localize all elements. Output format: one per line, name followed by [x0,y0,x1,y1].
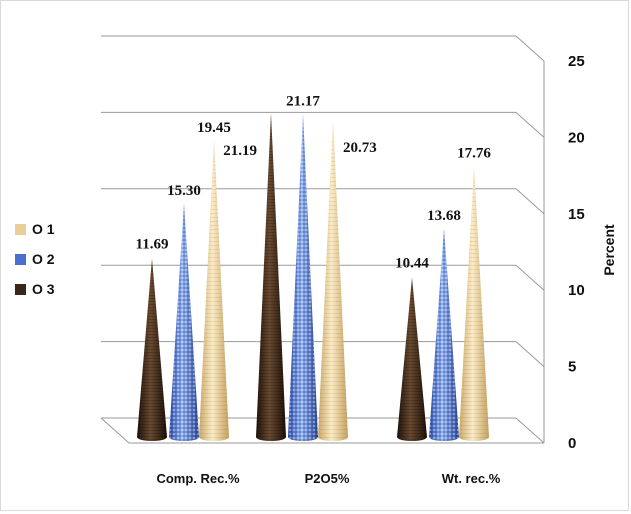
cone-texture [288,113,318,441]
y-tick-label: 0 [568,435,576,452]
gridline-side [515,417,545,444]
cone-texture [256,113,286,441]
data-label: 19.45 [197,120,231,136]
cone-texture [429,227,459,441]
gridline-side [515,35,545,62]
y-tick-label: 5 [568,359,576,376]
data-label: 21.19 [223,143,257,159]
y-tick-label: 20 [568,129,585,146]
legend-label: O 3 [32,281,55,297]
floor-edge [100,417,130,444]
data-label: 15.30 [167,183,201,199]
legend-swatch [15,224,26,235]
cone-texture [199,139,229,441]
cone-texture [318,120,348,441]
data-label: 21.17 [286,94,320,110]
data-label: 17.76 [457,146,491,162]
gridline-side [515,264,545,291]
gridline-side [515,112,545,138]
x-tick-label: P2O5% [305,471,350,486]
cone-texture [459,165,489,441]
y-axis-title: Percent [601,224,617,276]
cone-texture [397,277,427,441]
gridline-side [515,188,545,215]
legend-swatch [15,254,26,265]
legend-label: O 2 [32,251,55,267]
cones-layer [137,113,489,441]
data-label: 11.69 [136,236,169,252]
data-label: 13.68 [427,208,461,224]
data-label: 20.73 [343,140,377,156]
y-tick-label: 15 [568,206,585,223]
x-tick-label: Comp. Rec.% [156,471,240,486]
cone-texture [169,203,199,441]
x-tick-label: Wt. rec.% [442,471,501,486]
legend-swatch [15,284,26,295]
gridline-side [515,341,545,367]
legend-label: O 1 [32,221,55,237]
y-tick-label: 10 [568,282,585,299]
cone-texture [137,258,167,441]
data-label: 10.44 [395,255,429,271]
legend: O 1 O 2 O 3 [15,221,55,297]
y-tick-label: 25 [568,53,585,70]
labels-layer: Percent 11.69 15.30 19.45 21.19 21.17 20.73 10.… [136,94,617,486]
